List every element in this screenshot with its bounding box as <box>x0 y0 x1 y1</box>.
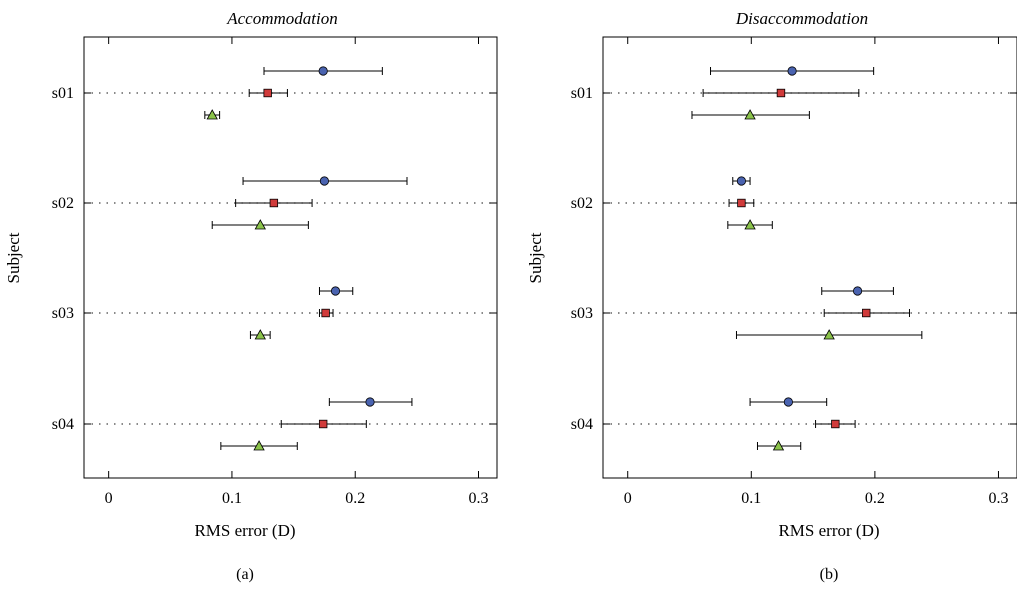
y-tick-label: s01 <box>52 85 74 102</box>
y-tick-label: s01 <box>571 85 593 102</box>
plot-frame <box>83 36 498 479</box>
x-tick-label: 0 <box>624 490 632 507</box>
data-point-triangle <box>744 219 756 230</box>
y-tick-label: s04 <box>571 416 593 433</box>
data-point-circle <box>365 397 375 407</box>
data-point-circle <box>318 66 328 76</box>
x-tick-label: 0.1 <box>222 490 242 507</box>
data-point-square <box>263 88 272 98</box>
data-point-square <box>318 419 328 429</box>
x-tick-label: 0.3 <box>469 490 489 507</box>
panel-title: Disaccommodation <box>735 9 868 28</box>
x-tick-label: 0.2 <box>345 490 365 507</box>
data-point-square <box>737 198 746 208</box>
y-axis-label: Subject <box>4 232 23 283</box>
data-point-triangle <box>206 109 218 120</box>
data-point-circle <box>787 66 797 76</box>
data-point-circle <box>852 286 863 296</box>
y-tick-label: s02 <box>52 195 74 212</box>
plot-frame <box>602 36 1017 479</box>
x-tick-label: 0.2 <box>865 490 885 507</box>
data-point-circle <box>783 397 793 407</box>
panel-caption: (a) <box>236 566 254 583</box>
x-tick-label: 0 <box>105 490 113 507</box>
x-axis-label: RMS error (D) <box>778 521 879 540</box>
y-axis-label: Subject <box>526 232 545 283</box>
x-tick-label: 0.3 <box>988 490 1008 507</box>
panel-caption: (b) <box>820 566 839 583</box>
data-point-square <box>776 88 786 98</box>
chart-panel: s01 s02 s03 s04 0 0.1 0.2 0.3 Accommodation RMS e… <box>4 9 498 583</box>
data-point-square <box>831 419 840 429</box>
data-point-triangle <box>823 329 835 340</box>
data-point-circle <box>319 176 330 186</box>
y-tick-label: s03 <box>52 305 74 322</box>
data-point-circle <box>736 176 747 186</box>
data-point-square <box>269 198 279 208</box>
chart-panel: s01 s02 s03 s04 0 0.1 0.2 0.3 Disaccommodation RM… <box>526 9 1017 583</box>
data-point-circle <box>330 286 341 296</box>
y-tick-label: s04 <box>52 416 74 433</box>
x-axis-label: RMS error (D) <box>194 521 295 540</box>
data-point-square <box>862 308 871 318</box>
data-point-triangle <box>253 440 265 451</box>
y-tick-label: s02 <box>571 195 593 212</box>
data-point-triangle <box>744 109 756 120</box>
data-point-triangle <box>772 440 785 451</box>
y-tick-label: s03 <box>571 305 593 322</box>
data-point-triangle <box>254 329 266 340</box>
panel-title: Accommodation <box>226 9 337 28</box>
data-point-square <box>321 308 330 318</box>
data-point-triangle <box>254 219 266 230</box>
x-tick-label: 0.1 <box>741 490 761 507</box>
